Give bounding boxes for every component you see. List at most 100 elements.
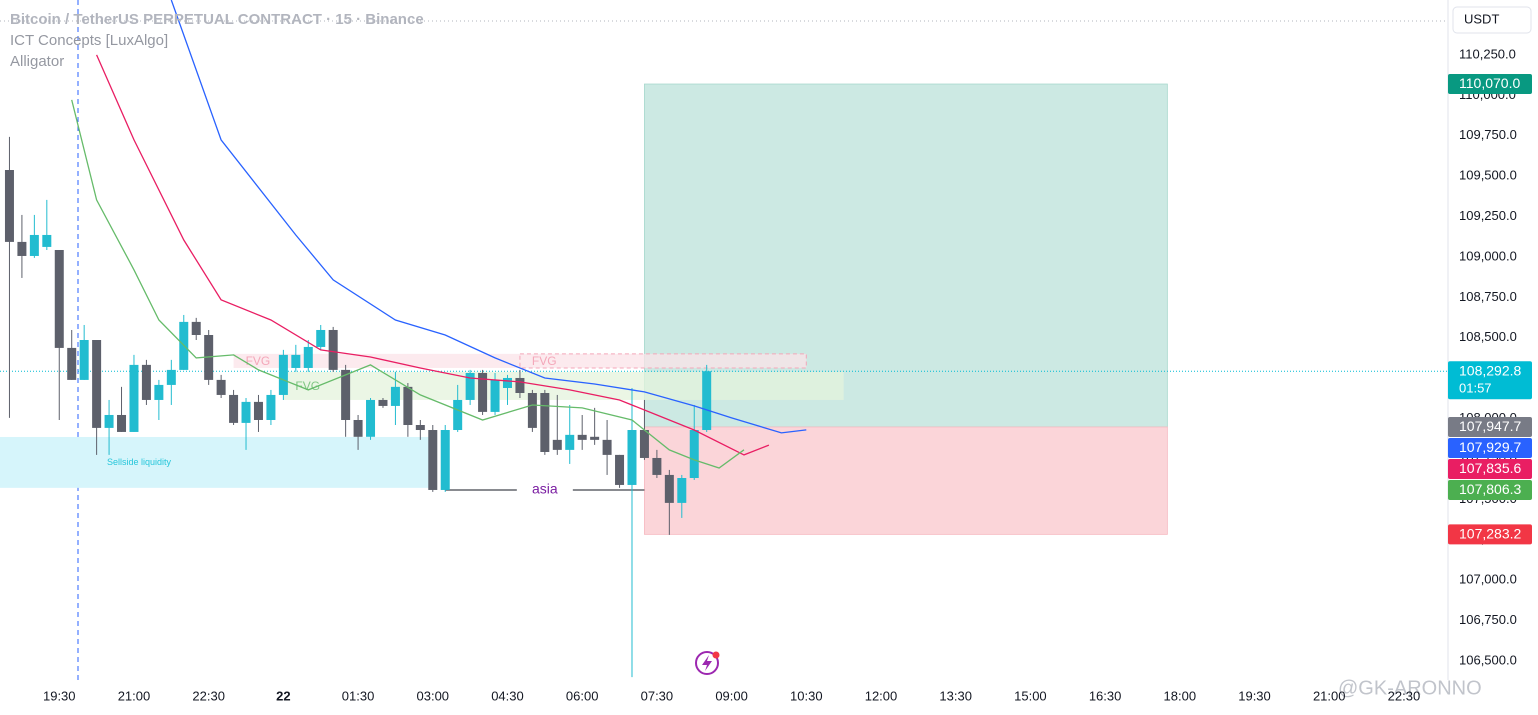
price-label-box — [1448, 458, 1532, 479]
indicator-label: Alligator — [10, 53, 64, 70]
price-label: 107,947.7 — [1459, 418, 1521, 434]
price-label-box — [1448, 524, 1532, 545]
x-tick-label: 19:30 — [1238, 688, 1271, 703]
watermark: @GK-ARONNO — [1338, 677, 1482, 699]
candle-body — [117, 414, 127, 432]
price-label: 107,283.2 — [1459, 526, 1521, 542]
y-tick-label: 106,500.0 — [1459, 652, 1517, 667]
x-tick-label: 01:30 — [342, 688, 375, 703]
x-tick-label: 22 — [276, 688, 290, 703]
currency-button[interactable] — [1452, 6, 1532, 34]
currency-label[interactable]: USDT — [1464, 11, 1499, 26]
profit-zone — [644, 83, 1168, 428]
price-label: 107,929.7 — [1459, 439, 1521, 455]
x-tick-label: 09:00 — [715, 688, 748, 703]
y-tick-label: 108,750.0 — [1459, 289, 1517, 304]
candle-body — [42, 234, 52, 247]
alert-icon — [695, 651, 720, 675]
x-tick-label: 07:30 — [641, 688, 674, 703]
candle-body — [366, 399, 376, 437]
candle-body — [378, 399, 388, 406]
candle-body — [652, 457, 662, 475]
plot-area: Sellside liquidity FVG FVG FVG asia — [0, 0, 1448, 680]
x-tick-label: 10:30 — [790, 688, 823, 703]
price-label: 108,292.8 — [1459, 362, 1521, 378]
candle-body — [79, 340, 89, 380]
candle-body — [241, 401, 251, 423]
candle-body — [478, 372, 488, 412]
candle-body — [565, 434, 575, 450]
x-tick-label: 04:30 — [491, 688, 524, 703]
candle-body — [615, 454, 625, 485]
candle-body — [17, 241, 27, 256]
candle-body — [291, 354, 301, 368]
price-label: 110,070.0 — [1459, 75, 1520, 91]
candle-body — [415, 425, 425, 431]
candle-body — [527, 393, 537, 428]
x-tick-label: 19:30 — [43, 688, 76, 703]
candle-body — [216, 379, 226, 395]
candle-body — [316, 329, 326, 347]
x-tick-label: 13:30 — [939, 688, 972, 703]
indicator-label: ICT Concepts [LuxAlgo] — [10, 32, 168, 49]
candle-body — [403, 386, 413, 425]
candle-body — [141, 364, 151, 400]
y-tick-label: 110,250.0 — [1459, 46, 1516, 61]
candle-body — [4, 170, 14, 242]
x-tick-label: 22:30 — [1388, 688, 1421, 703]
candle-body — [266, 394, 276, 420]
candle-body — [390, 386, 400, 406]
price-label: 107,835.6 — [1459, 460, 1521, 476]
price-label: 107,806.3 — [1459, 481, 1521, 497]
x-tick-label: 16:30 — [1089, 688, 1122, 703]
fvg-label: FVG — [246, 354, 271, 368]
price-countdown: 01:57 — [1459, 381, 1492, 396]
candle-body — [689, 430, 699, 479]
alligator-line — [71, 99, 745, 469]
candle-body — [428, 430, 438, 490]
candle-body — [191, 321, 201, 335]
session-label: asia — [532, 481, 558, 497]
alligator-line — [96, 54, 770, 456]
price-label-box — [1448, 437, 1532, 458]
x-tick-label: 06:00 — [566, 688, 599, 703]
x-tick-label: 12:00 — [865, 688, 898, 703]
fvg-zone — [233, 353, 520, 368]
fvg-zone — [519, 353, 807, 369]
candle-body — [702, 371, 712, 431]
candle-body — [303, 346, 313, 368]
candle-body — [253, 401, 263, 420]
candle-body — [166, 369, 176, 385]
alligator-line — [170, 0, 807, 434]
candle-body — [552, 439, 562, 450]
liquidity-zone — [0, 436, 433, 488]
fvg-label: FVG — [532, 354, 557, 368]
y-tick-label: 109,000.0 — [1459, 248, 1517, 263]
candle-body — [54, 249, 64, 348]
candle-body — [328, 329, 338, 370]
candle-body — [104, 414, 114, 428]
candle-body — [627, 430, 637, 485]
candle-body — [677, 478, 687, 503]
candle-body — [540, 393, 550, 452]
candle-body — [67, 347, 77, 380]
liquidity-label: Sellside liquidity — [107, 457, 172, 467]
symbol-title: Bitcoin / TetherUS PERPETUAL CONTRACT · … — [10, 11, 424, 28]
x-tick-label: 22:30 — [192, 688, 225, 703]
candle-body — [440, 430, 450, 490]
y-tick-label: 107,000.0 — [1459, 572, 1517, 587]
y-tick-label: 108,500.0 — [1459, 329, 1517, 344]
candle-body — [502, 377, 512, 388]
candle-body — [353, 419, 363, 437]
candle-body — [129, 364, 139, 432]
x-tick-label: 21:00 — [1313, 688, 1346, 703]
candle-body — [515, 377, 525, 394]
candle-body — [229, 394, 239, 423]
candle-body — [341, 369, 351, 420]
x-tick-label: 18:00 — [1164, 688, 1197, 703]
y-tick-label: 106,750.0 — [1459, 612, 1517, 627]
loss-zone — [644, 426, 1168, 535]
candle-body — [639, 430, 649, 458]
